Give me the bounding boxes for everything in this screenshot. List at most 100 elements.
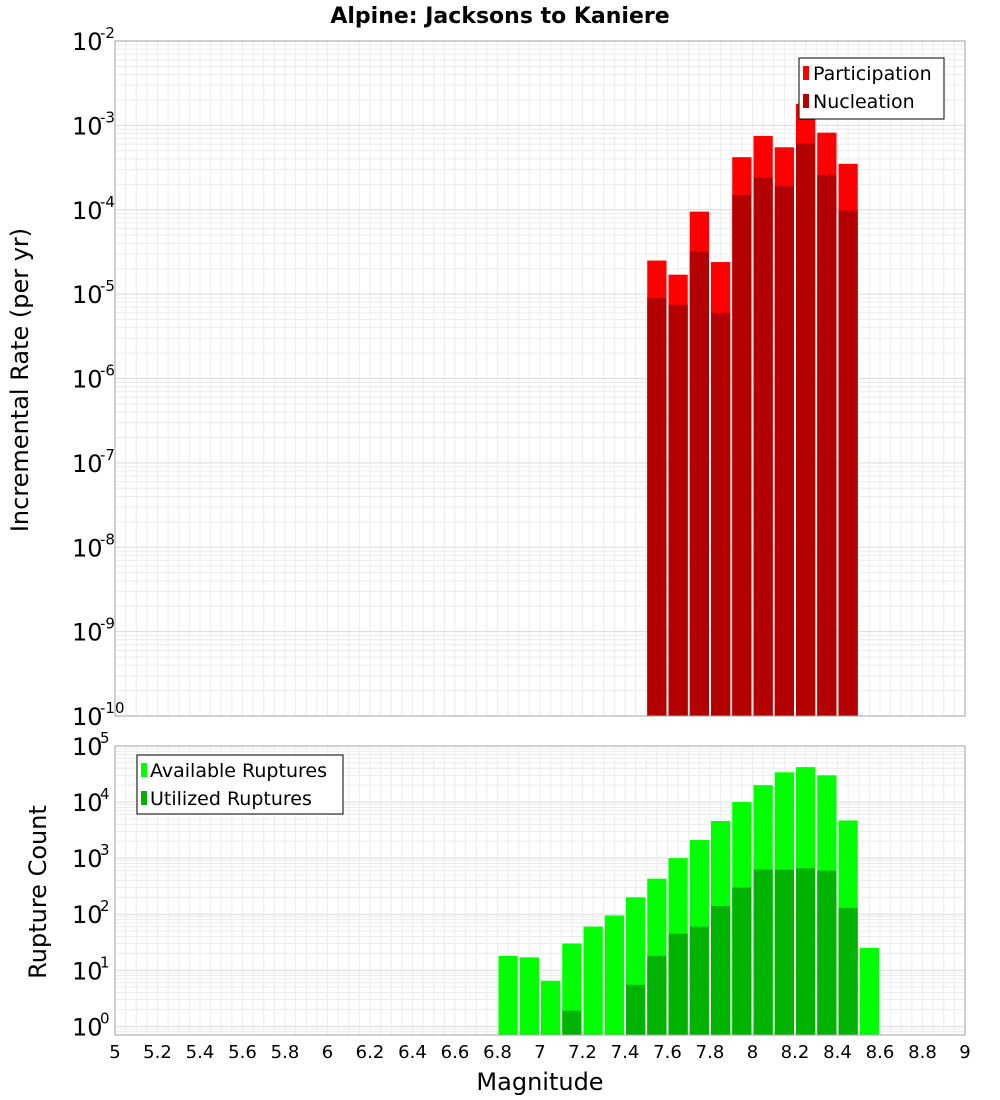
magnitude-x-tick-label: 7.2: [568, 1042, 597, 1063]
count-y-tick-exponent: 4: [100, 785, 110, 803]
magnitude-x-tick-label: 6.2: [356, 1042, 385, 1063]
rate-panel: 10-210-310-410-510-610-710-810-910-10 In…: [6, 24, 966, 731]
bar-utilized-ruptures: [668, 933, 688, 1035]
magnitude-x-tick-label: 6.4: [398, 1042, 427, 1063]
bar-nucleation: [689, 251, 709, 716]
count-y-tick-label: 10: [72, 733, 103, 761]
rate-plot-border: [114, 40, 966, 717]
magnitude-x-tick-label: 6: [322, 1042, 333, 1063]
rate-y-tick-label: 10: [72, 281, 103, 309]
bar-utilized-ruptures: [838, 907, 858, 1035]
bar-nucleation: [732, 194, 752, 716]
bar-utilized-ruptures: [689, 926, 709, 1035]
bar-utilized-ruptures: [626, 984, 646, 1035]
count-y-tick-exponent: 2: [100, 897, 110, 915]
count-y-axis-label: Rupture Count: [24, 805, 52, 979]
magnitude-x-axis-label: Magnitude: [476, 1068, 603, 1096]
bar-available-ruptures: [604, 915, 624, 1035]
magnitude-x-tick-label: 8.2: [781, 1042, 810, 1063]
count-legend-box: [136, 754, 344, 815]
magnitude-x-tick-label: 7.4: [611, 1042, 640, 1063]
magnitude-x-tick-label: 5.2: [143, 1042, 172, 1063]
rate-legend-box: [798, 57, 945, 120]
rate-y-tick-exponent: -3: [100, 108, 115, 126]
rate-y-tick-label: 10: [72, 619, 103, 647]
bar-nucleation: [753, 177, 773, 716]
count-y-tick-label: 10: [72, 1013, 103, 1041]
rate-y-tick-label: 10: [72, 703, 103, 731]
bar-nucleation: [838, 210, 858, 716]
bar-nucleation: [711, 312, 731, 716]
count-y-tick-label: 10: [72, 845, 103, 873]
count-y-tick-exponent: 5: [100, 729, 110, 747]
chart-title: Alpine: Jacksons to Kaniere: [330, 4, 669, 29]
bar-available-ruptures: [498, 955, 518, 1035]
rate-y-tick-label: 10: [72, 197, 103, 225]
bar-nucleation: [817, 174, 837, 716]
legend-label-utilized-ruptures: Utilized Ruptures: [150, 788, 312, 810]
legend-swatch-available-ruptures: [141, 763, 147, 777]
rate-y-tick-exponent: -10: [100, 699, 125, 717]
count-plot-border: [114, 745, 966, 1036]
magnitude-x-tick-label: 7.8: [696, 1042, 725, 1063]
legend-label-nucleation: Nucleation: [813, 91, 915, 113]
magnitude-x-tick-label: 8: [747, 1042, 758, 1063]
legend-swatch-utilized-ruptures: [141, 791, 147, 805]
bar-nucleation: [668, 304, 688, 716]
rate-y-axis-label: Incremental Rate (per yr): [6, 228, 34, 532]
bar-nucleation: [774, 186, 794, 716]
rate-y-tick-label: 10: [72, 534, 103, 562]
legend-label-participation: Participation: [813, 63, 932, 85]
magnitude-x-tick-label: 7.6: [653, 1042, 682, 1063]
rate-grid: [114, 41, 966, 717]
magnitude-x-tick-label: 5: [109, 1042, 120, 1063]
rate-y-tick-label: 10: [72, 112, 103, 140]
magnitude-x-tick-label: 8.6: [866, 1042, 895, 1063]
bar-utilized-ruptures: [817, 870, 837, 1035]
rate-y-tick-exponent: -9: [100, 615, 115, 633]
rate-y-tick-exponent: -7: [100, 446, 115, 464]
rate-y-tick-exponent: -8: [100, 530, 115, 548]
legend-label-available-ruptures: Available Ruptures: [150, 760, 327, 782]
count-y-tick-label: 10: [72, 789, 103, 817]
magnitude-x-tick-label: 7: [534, 1042, 545, 1063]
count-y-tick-exponent: 0: [100, 1009, 110, 1027]
magnitude-x-tick-label: 5.8: [271, 1042, 300, 1063]
magnitude-x-tick-label: 9: [959, 1042, 970, 1063]
bar-utilized-ruptures: [562, 1010, 582, 1035]
bar-available-ruptures: [519, 957, 539, 1035]
count-y-tick-label: 10: [72, 957, 103, 985]
count-y-tick-exponent: 3: [100, 841, 110, 859]
legend-swatch-nucleation: [803, 94, 809, 108]
count-bars: [498, 767, 879, 1035]
bar-utilized-ruptures: [647, 955, 667, 1035]
rate-y-tick-label: 10: [72, 28, 103, 56]
magnitude-x-ticks: 5 5.2 5.4 5.6 5.8 6 6.2 6.4 6.6 6.8 7 7.2 7.4 7.6 7.8 8…: [109, 1042, 970, 1063]
rate-y-tick-exponent: -6: [100, 362, 115, 380]
magnitude-x-tick-label: 6.8: [483, 1042, 512, 1063]
magnitude-x-tick-label: 5.6: [228, 1042, 257, 1063]
magnitude-x-tick-label: 6.6: [441, 1042, 470, 1063]
legend-swatch-participation: [803, 66, 809, 80]
bar-available-ruptures: [859, 947, 879, 1035]
rate-legend: Participation Nucleation: [798, 57, 945, 120]
rate-bars: [647, 103, 858, 717]
magnitude-x-tick-label: 8.8: [908, 1042, 937, 1063]
bar-utilized-ruptures: [711, 905, 731, 1035]
bar-utilized-ruptures: [796, 868, 816, 1035]
magnitude-x-tick-label: 8.4: [823, 1042, 852, 1063]
bar-utilized-ruptures: [753, 869, 773, 1035]
count-y-tick-label: 10: [72, 901, 103, 929]
rate-y-tick-exponent: -4: [100, 193, 115, 211]
rate-y-tick-exponent: -2: [100, 24, 115, 42]
magnitude-x-tick-label: 5.4: [186, 1042, 215, 1063]
rate-y-tick-exponent: -5: [100, 277, 115, 295]
bar-available-ruptures: [583, 926, 603, 1035]
bar-available-ruptures: [541, 980, 561, 1035]
rate-y-ticks: 10-210-310-410-510-610-710-810-910-10: [72, 24, 125, 731]
bar-utilized-ruptures: [774, 869, 794, 1035]
count-y-tick-exponent: 1: [100, 953, 110, 971]
